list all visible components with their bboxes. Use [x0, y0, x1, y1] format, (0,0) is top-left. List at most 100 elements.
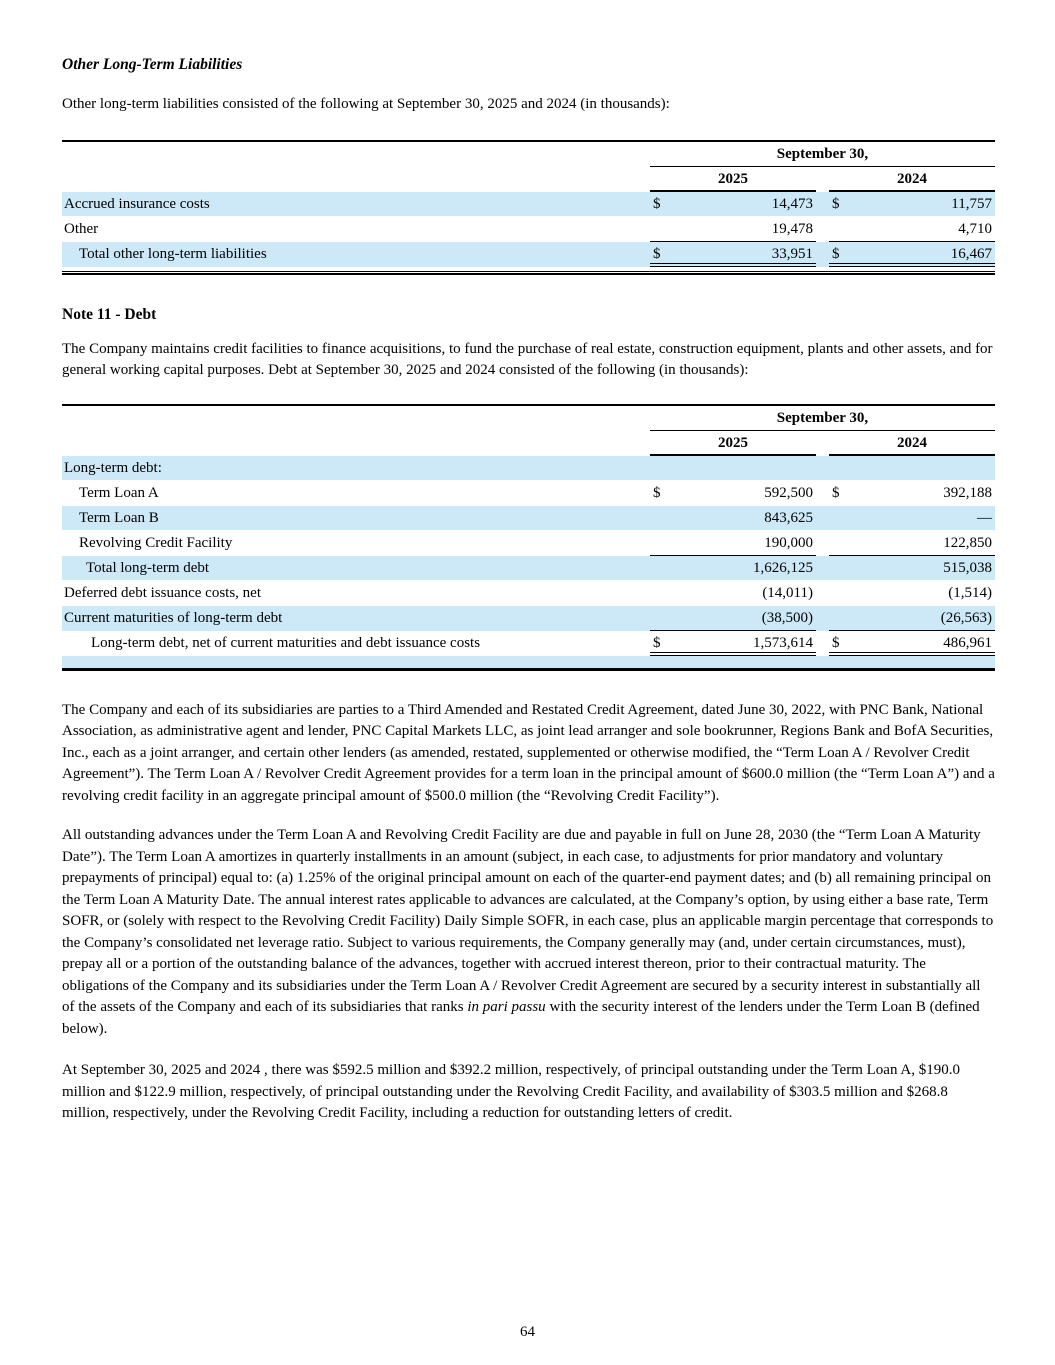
- table-row-total-other-long-term-liabilities: Total other long-term liabilities $ 33,9…: [62, 241, 995, 267]
- column-gap: [816, 167, 829, 192]
- currency-symbol: [650, 217, 680, 242]
- table-year-header-row: 2025 2024: [62, 167, 995, 192]
- row-label: Long-term debt:: [64, 459, 162, 476]
- value-2024: —: [977, 509, 992, 526]
- value-2025: 19,478: [680, 217, 816, 242]
- paragraph-loan-terms-text-end: with the security interest of the lender…: [62, 999, 980, 1037]
- value-2024: 515,038: [943, 559, 992, 576]
- row-label: Deferred debt issuance costs, net: [64, 584, 262, 601]
- empty-cell: [62, 406, 650, 431]
- table-row-other: Other 19,478 4,710: [62, 217, 995, 242]
- row-label: Revolving Credit Facility: [79, 534, 233, 551]
- table-row-long-term-debt-net: Long-term debt, net of current maturitie…: [62, 631, 995, 656]
- column-header-2024: 2024: [829, 431, 995, 456]
- empty-cell: [62, 431, 650, 456]
- currency-symbol: [829, 456, 859, 480]
- column-gap: [816, 606, 829, 631]
- column-gap: [816, 556, 829, 580]
- table-row-revolving-credit-facility: Revolving Credit Facility 190,000 122,85…: [62, 531, 995, 556]
- row-label: Current maturities of long-term debt: [64, 609, 283, 626]
- value-2024: [859, 456, 995, 480]
- currency-symbol: $: [650, 631, 680, 656]
- other-liabilities-intro-text: Other long-term liabilities consisted of…: [62, 96, 670, 112]
- column-gap: [816, 217, 829, 242]
- column-gap: [816, 506, 829, 530]
- currency-symbol: [829, 217, 859, 242]
- currency-symbol: [829, 581, 859, 606]
- empty-cell: [62, 167, 650, 192]
- value-2025: 33,951: [680, 242, 816, 267]
- currency-symbol: [829, 606, 859, 631]
- value-2025: 843,625: [764, 509, 813, 526]
- paragraph-credit-agreement: The Company and each of its subsidiaries…: [62, 701, 995, 804]
- row-label: Term Loan B: [79, 509, 159, 526]
- value-2025: (38,500): [680, 606, 816, 631]
- empty-cell: [62, 142, 650, 167]
- value-2024: 122,850: [859, 531, 995, 556]
- debt-table: September 30, 2025 2024 Long-term debt: …: [62, 403, 995, 671]
- value-2025: 190,000: [680, 531, 816, 556]
- row-label: Long-term debt, net of current maturitie…: [91, 634, 481, 651]
- table-top-rule: [62, 139, 995, 142]
- table-row-long-term-debt-header: Long-term debt:: [62, 455, 995, 481]
- value-2024: 16,467: [859, 242, 995, 267]
- table-spacer-row: [62, 655, 995, 668]
- column-gap: [816, 631, 829, 656]
- currency-symbol: [829, 556, 859, 580]
- column-gap: [816, 481, 829, 506]
- debt-intro-text: The Company maintains credit facilities …: [62, 340, 993, 379]
- currency-symbol: [829, 531, 859, 556]
- currency-symbol: [650, 531, 680, 556]
- value-2025: (14,011): [762, 584, 813, 601]
- value-2024: (1,514): [948, 584, 992, 601]
- page-content: Other Long-Term Liabilities Other long-t…: [62, 56, 995, 1121]
- page-number: 64: [520, 1324, 535, 1340]
- row-label: Term Loan A: [79, 484, 159, 501]
- value-2024: 486,961: [859, 631, 995, 656]
- column-gap: [816, 456, 829, 480]
- value-2024: (26,563): [859, 606, 995, 631]
- currency-symbol: $: [829, 242, 859, 267]
- latin-phrase-italic: in pari passu: [467, 999, 546, 1015]
- value-2025: 14,473: [771, 195, 813, 212]
- group-header-september-30: September 30,: [650, 142, 995, 167]
- value-2024: 392,188: [943, 484, 992, 501]
- section-heading-other-long-term-liabilities: Other Long-Term Liabilities: [62, 56, 243, 73]
- paragraph-loan-terms-text: All outstanding advances under the Term …: [62, 827, 994, 1015]
- currency-symbol: $: [653, 484, 661, 501]
- currency-symbol: [650, 581, 680, 606]
- table-year-header-row: 2025 2024: [62, 431, 995, 456]
- group-header-september-30: September 30,: [650, 406, 995, 431]
- column-gap: [816, 192, 829, 216]
- column-header-2025: 2025: [650, 431, 816, 456]
- column-gap: [816, 581, 829, 606]
- value-2025: 592,500: [764, 484, 813, 501]
- currency-symbol: [829, 506, 859, 530]
- table-row-accrued-insurance-costs: Accrued insurance costs $ 14,473 $ 11,75…: [62, 191, 995, 217]
- currency-symbol: $: [653, 195, 661, 212]
- table-row-total-long-term-debt: Total long-term debt 1,626,125 515,038: [62, 555, 995, 581]
- paragraph-loan-terms: All outstanding advances under the Term …: [62, 825, 995, 1040]
- currency-symbol: $: [650, 242, 680, 267]
- column-header-2025: 2025: [650, 167, 816, 192]
- column-gap: [816, 242, 829, 267]
- value-2024: 11,757: [951, 195, 992, 212]
- other-liabilities-table: September 30, 2025 2024 Accrued insuranc…: [62, 139, 995, 275]
- column-gap: [816, 431, 829, 456]
- paragraph-outstanding-balances: At September 30, 2025 and 2024 , there w…: [62, 1062, 960, 1121]
- column-gap: [816, 531, 829, 556]
- table-row-current-maturities: Current maturities of long-term debt (38…: [62, 605, 995, 631]
- value-2025: 1,573,614: [680, 631, 816, 656]
- row-label: Total other long-term liabilities: [79, 245, 267, 262]
- table-row-term-loan-b: Term Loan B 843,625 —: [62, 505, 995, 531]
- row-label: Total long-term debt: [86, 559, 210, 576]
- currency-symbol: $: [829, 631, 859, 656]
- table-group-header-row: September 30,: [62, 142, 995, 167]
- value-2025: [680, 456, 816, 480]
- currency-symbol: $: [832, 195, 840, 212]
- currency-symbol: [650, 506, 680, 530]
- value-2024: 4,710: [859, 217, 995, 242]
- value-2025: 1,626,125: [753, 559, 813, 576]
- currency-symbol: $: [832, 484, 840, 501]
